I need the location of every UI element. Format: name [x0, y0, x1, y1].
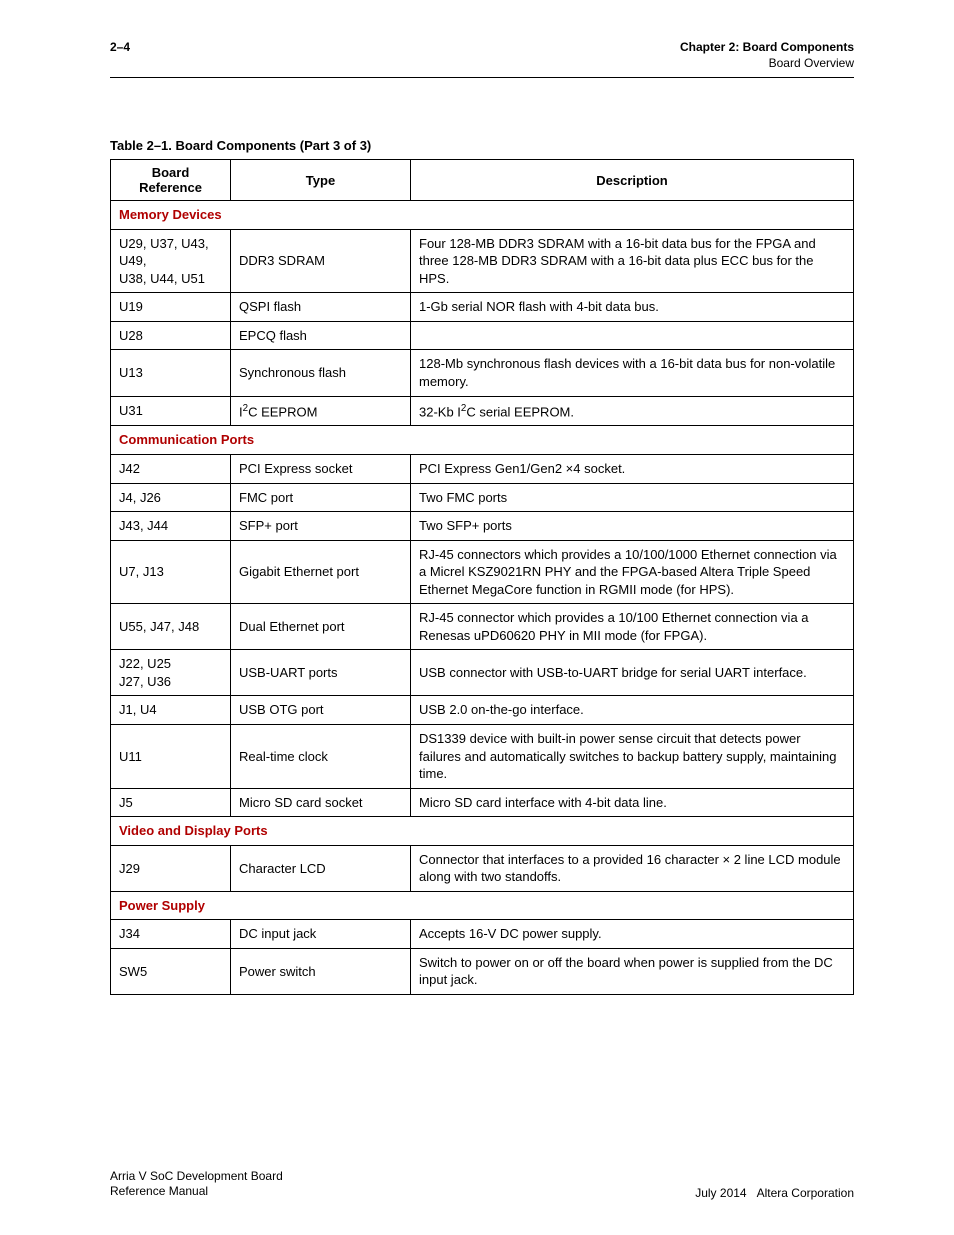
cell-board-reference: J4, J26: [111, 483, 231, 512]
cell-type: Character LCD: [231, 845, 411, 891]
table-section-row: Communication Ports: [111, 426, 854, 455]
cell-type: Dual Ethernet port: [231, 604, 411, 650]
cell-board-reference: U19: [111, 293, 231, 322]
cell-type: EPCQ flash: [231, 321, 411, 350]
cell-description: Micro SD card interface with 4-bit data …: [411, 788, 854, 817]
cell-type: SFP+ port: [231, 512, 411, 541]
cell-type: PCI Express socket: [231, 454, 411, 483]
components-table: Board Reference Type Description Memory …: [110, 159, 854, 995]
table-row: U19QSPI flash1-Gb serial NOR flash with …: [111, 293, 854, 322]
cell-description: Two SFP+ ports: [411, 512, 854, 541]
header-right: Chapter 2: Board Components Board Overvi…: [680, 40, 854, 71]
col-header-desc: Description: [411, 160, 854, 201]
cell-description: RJ-45 connectors which provides a 10/100…: [411, 540, 854, 604]
cell-type: USB OTG port: [231, 696, 411, 725]
cell-type: DDR3 SDRAM: [231, 229, 411, 293]
footer-corp: Altera Corporation: [757, 1186, 854, 1200]
cell-description: 1-Gb serial NOR flash with 4-bit data bu…: [411, 293, 854, 322]
table-section-title: Communication Ports: [111, 426, 854, 455]
cell-board-reference: J1, U4: [111, 696, 231, 725]
cell-description: Four 128-MB DDR3 SDRAM with a 16-bit dat…: [411, 229, 854, 293]
table-section-row: Power Supply: [111, 891, 854, 920]
cell-description: RJ-45 connector which provides a 10/100 …: [411, 604, 854, 650]
table-row: U29, U37, U43, U49,U38, U44, U51DDR3 SDR…: [111, 229, 854, 293]
table-row: J4, J26FMC portTwo FMC ports: [111, 483, 854, 512]
cell-type: Micro SD card socket: [231, 788, 411, 817]
table-section-title: Power Supply: [111, 891, 854, 920]
cell-board-reference: U11: [111, 725, 231, 789]
footer-date: July 2014: [695, 1186, 746, 1200]
cell-board-reference: J43, J44: [111, 512, 231, 541]
cell-type: I2C EEPROM: [231, 396, 411, 426]
footer-right: July 2014 Altera Corporation: [695, 1186, 854, 1200]
cell-board-reference: J34: [111, 920, 231, 949]
cell-description: Connector that interfaces to a provided …: [411, 845, 854, 891]
cell-board-reference: J22, U25J27, U36: [111, 650, 231, 696]
cell-type: DC input jack: [231, 920, 411, 949]
table-header-row: Board Reference Type Description: [111, 160, 854, 201]
cell-type: Synchronous flash: [231, 350, 411, 396]
cell-description: Accepts 16-V DC power supply.: [411, 920, 854, 949]
cell-board-reference: U13: [111, 350, 231, 396]
cell-board-reference: J29: [111, 845, 231, 891]
footer-left: Arria V SoC Development Board Reference …: [110, 1169, 283, 1200]
table-row: J5Micro SD card socketMicro SD card inte…: [111, 788, 854, 817]
table-section-row: Video and Display Ports: [111, 817, 854, 846]
table-row: J29Character LCDConnector that interface…: [111, 845, 854, 891]
cell-board-reference: SW5: [111, 948, 231, 994]
cell-board-reference: J5: [111, 788, 231, 817]
table-row: U31I2C EEPROM32-Kb I2C serial EEPROM.: [111, 396, 854, 426]
cell-description: [411, 321, 854, 350]
cell-type: Gigabit Ethernet port: [231, 540, 411, 604]
table-row: U55, J47, J48Dual Ethernet portRJ-45 con…: [111, 604, 854, 650]
table-section-title: Memory Devices: [111, 201, 854, 230]
cell-type: FMC port: [231, 483, 411, 512]
cell-description: 32-Kb I2C serial EEPROM.: [411, 396, 854, 426]
table-section-title: Video and Display Ports: [111, 817, 854, 846]
table-row: SW5Power switchSwitch to power on or off…: [111, 948, 854, 994]
cell-type: Real-time clock: [231, 725, 411, 789]
cell-description: USB connector with USB-to-UART bridge fo…: [411, 650, 854, 696]
col-header-ref: Board Reference: [111, 160, 231, 201]
cell-board-reference: U29, U37, U43, U49,U38, U44, U51: [111, 229, 231, 293]
cell-description: Switch to power on or off the board when…: [411, 948, 854, 994]
cell-description: PCI Express Gen1/Gen2 ×4 socket.: [411, 454, 854, 483]
cell-board-reference: J42: [111, 454, 231, 483]
cell-type: Power switch: [231, 948, 411, 994]
cell-type: USB-UART ports: [231, 650, 411, 696]
table-row: J43, J44SFP+ portTwo SFP+ ports: [111, 512, 854, 541]
cell-board-reference: U7, J13: [111, 540, 231, 604]
table-row: J1, U4USB OTG portUSB 2.0 on-the-go inte…: [111, 696, 854, 725]
table-row: U7, J13Gigabit Ethernet portRJ-45 connec…: [111, 540, 854, 604]
cell-description: USB 2.0 on-the-go interface.: [411, 696, 854, 725]
table-caption: Table 2–1. Board Components (Part 3 of 3…: [110, 138, 854, 153]
col-header-type: Type: [231, 160, 411, 201]
cell-board-reference: U55, J47, J48: [111, 604, 231, 650]
page-number: 2–4: [110, 40, 130, 56]
page-header: 2–4 Chapter 2: Board Components Board Ov…: [110, 40, 854, 78]
table-row: U28EPCQ flash: [111, 321, 854, 350]
table-section-row: Memory Devices: [111, 201, 854, 230]
footer-doc-subtitle: Reference Manual: [110, 1184, 283, 1200]
cell-type: QSPI flash: [231, 293, 411, 322]
table-row: J34DC input jackAccepts 16-V DC power su…: [111, 920, 854, 949]
cell-description: 128-Mb synchronous flash devices with a …: [411, 350, 854, 396]
cell-board-reference: U28: [111, 321, 231, 350]
table-row: J42PCI Express socketPCI Express Gen1/Ge…: [111, 454, 854, 483]
table-row: J22, U25J27, U36USB-UART portsUSB connec…: [111, 650, 854, 696]
table-row: U11Real-time clockDS1339 device with bui…: [111, 725, 854, 789]
cell-description: Two FMC ports: [411, 483, 854, 512]
section-title: Board Overview: [680, 56, 854, 72]
footer-doc-title: Arria V SoC Development Board: [110, 1169, 283, 1185]
page-footer: Arria V SoC Development Board Reference …: [110, 1169, 854, 1200]
table-row: U13Synchronous flash128-Mb synchronous f…: [111, 350, 854, 396]
chapter-title: Chapter 2: Board Components: [680, 40, 854, 56]
cell-board-reference: U31: [111, 396, 231, 426]
cell-description: DS1339 device with built-in power sense …: [411, 725, 854, 789]
